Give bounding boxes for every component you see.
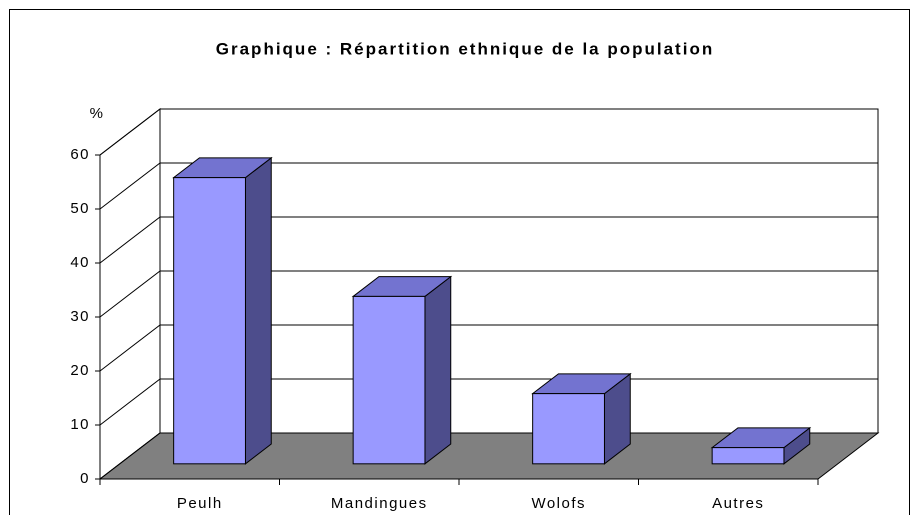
y-tick-label: 30 bbox=[70, 308, 90, 325]
x-tick-label: Mandingues bbox=[331, 495, 428, 512]
grid-line bbox=[99, 162, 878, 210]
bar bbox=[352, 295, 426, 465]
y-tick-label: 0 bbox=[80, 470, 90, 487]
y-tick-label: 60 bbox=[70, 146, 90, 163]
grid-line bbox=[99, 270, 878, 318]
y-tick-label: 20 bbox=[70, 362, 90, 379]
y-tick-label: 10 bbox=[70, 416, 90, 433]
bar bbox=[711, 447, 785, 465]
grid-line bbox=[99, 216, 878, 264]
y-tick-label: 40 bbox=[70, 254, 90, 271]
bar-side bbox=[244, 156, 272, 465]
grid-line bbox=[99, 108, 878, 156]
grid-line bbox=[99, 432, 878, 480]
x-tick-label: Autres bbox=[712, 495, 764, 512]
y-axis-label: % bbox=[90, 105, 105, 122]
y-tick-label: 50 bbox=[70, 200, 90, 217]
bar bbox=[532, 393, 605, 465]
x-tick-label: Wolofs bbox=[531, 495, 586, 512]
chart-title: Graphique : Répartition ethnique de la p… bbox=[216, 39, 714, 58]
grid-line bbox=[99, 378, 878, 426]
bar bbox=[173, 177, 246, 465]
x-tick-label: Peulh bbox=[177, 495, 223, 512]
grid-line bbox=[99, 324, 878, 372]
bar-side bbox=[424, 275, 452, 465]
